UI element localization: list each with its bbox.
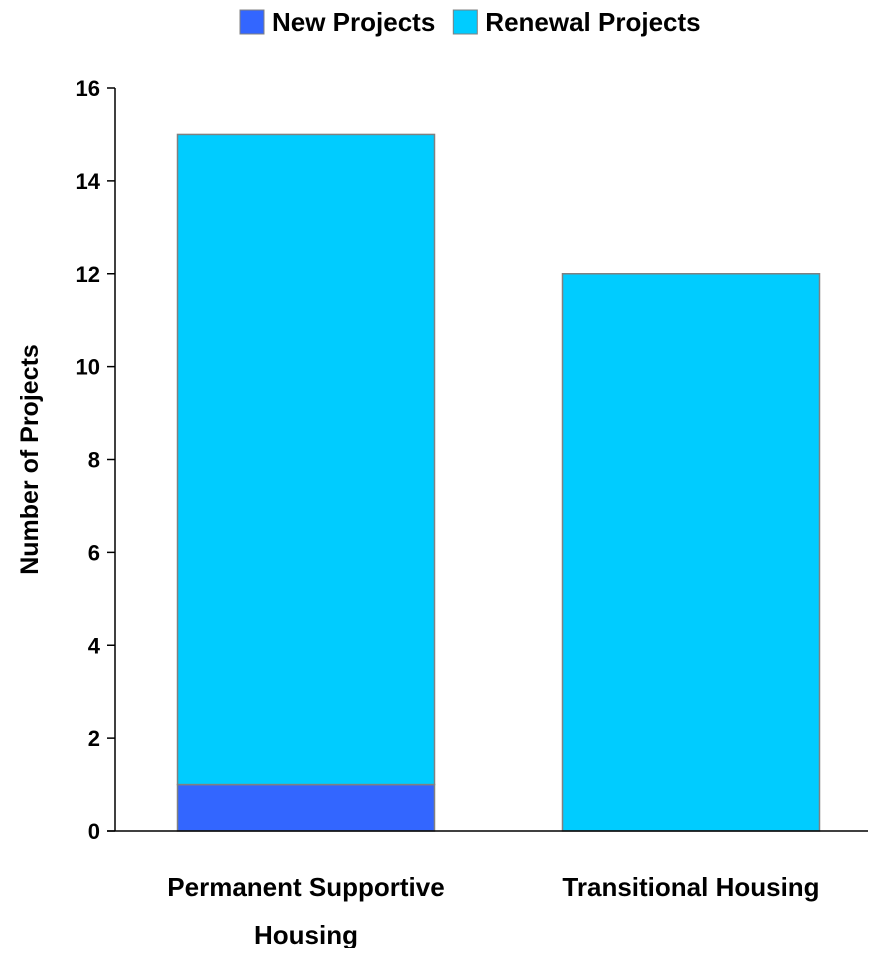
bar-new-0 bbox=[176, 783, 436, 832]
legend-swatch-renewal bbox=[452, 9, 478, 35]
bar-renewal-1 bbox=[561, 273, 821, 832]
y-tick-label: 16 bbox=[76, 76, 100, 101]
y-tick-label: 12 bbox=[76, 262, 100, 287]
legend: New Projects Renewal Projects bbox=[239, 7, 701, 37]
legend-label-new: New Projects bbox=[272, 7, 435, 37]
axes bbox=[107, 87, 868, 832]
x-category-label-1: Transitional Housing bbox=[562, 872, 819, 902]
y-tick-label: 10 bbox=[76, 355, 100, 380]
legend-swatch-new bbox=[239, 9, 265, 35]
x-category-label-0: Housing bbox=[254, 920, 358, 948]
y-tick-label: 2 bbox=[88, 726, 100, 751]
bar-renewal-0 bbox=[176, 133, 436, 786]
y-tick-label: 4 bbox=[88, 633, 101, 658]
y-tick-label: 8 bbox=[88, 448, 100, 473]
y-axis-title: Number of Projects bbox=[16, 344, 44, 575]
x-category-label-0: Permanent Supportive bbox=[167, 872, 444, 902]
bars bbox=[176, 133, 821, 832]
y-tick-label: 6 bbox=[88, 540, 100, 565]
legend-label-renewal: Renewal Projects bbox=[485, 7, 700, 37]
y-tick-label: 0 bbox=[88, 819, 100, 844]
labels: 0 2 4 6 8 10 12 14 16 Number of Projects Permanent… bbox=[16, 76, 820, 950]
y-tick-label: 14 bbox=[76, 169, 101, 194]
